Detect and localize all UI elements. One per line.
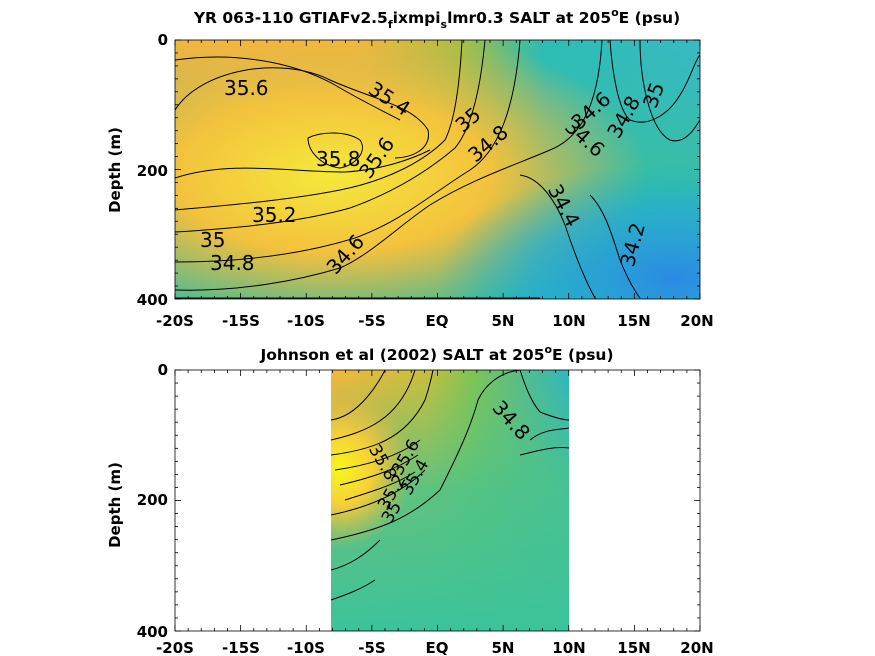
- panel-observed-title: Johnson et al (2002) SALT at 205oE (psu): [259, 343, 613, 364]
- xtick-label: -15S: [222, 639, 260, 656]
- panel-observed-contours: [331, 370, 569, 601]
- ytick-label: 200: [137, 491, 168, 509]
- xtick-label: 15N: [617, 639, 650, 656]
- xtick-label: -10S: [287, 639, 325, 656]
- xtick-label: -5S: [358, 639, 385, 656]
- xtick-label: EQ: [426, 312, 449, 330]
- xtick-label: -15S: [222, 312, 260, 330]
- ytick-label: 0: [158, 31, 168, 49]
- panel-observed-ylabel: Depth (m): [106, 462, 124, 548]
- xtick-label: -10S: [287, 312, 325, 330]
- panel-model-field: [175, 40, 700, 299]
- ytick-label: 0: [158, 361, 168, 379]
- ytick-label: 200: [137, 162, 168, 180]
- contour-label: 35: [200, 228, 225, 252]
- xtick-label: EQ: [426, 639, 449, 656]
- contour-label: 35.2: [252, 203, 297, 227]
- panel-model-title: YR 063-110 GTIAFv2.5fixmpislmr0.3 SALT a…: [193, 6, 680, 31]
- xtick-label: -5S: [358, 312, 385, 330]
- ytick-label: 400: [137, 623, 168, 641]
- panel-observed: Johnson et al (2002) SALT at 205oE (psu): [106, 343, 714, 656]
- panel-model-ylabel: Depth (m): [106, 127, 124, 213]
- panel-observed-yaxis: Depth (m) 0 200 400: [106, 361, 168, 641]
- panel-observed-xaxis: -20S -15S -10S -5S EQ 5N 10N 15N 20N: [156, 639, 714, 656]
- panel-model-yaxis: Depth (m) 0 200 400: [106, 31, 168, 309]
- xtick-label: 5N: [492, 639, 515, 656]
- xtick-label: 15N: [617, 312, 650, 330]
- panel-observed-tickmarks: [174, 369, 701, 632]
- xtick-label: 20N: [680, 639, 713, 656]
- xtick-label: 5N: [492, 312, 515, 330]
- contour-label: 34.8: [210, 251, 255, 275]
- ytick-label: 400: [137, 291, 168, 309]
- panel-model-contours: [175, 40, 700, 299]
- panel-observed-field: [331, 370, 569, 631]
- xtick-label: -20S: [156, 639, 194, 656]
- contour-label: 35.8: [316, 147, 361, 171]
- xtick-label: -20S: [156, 312, 194, 330]
- contour-label: 35.6: [224, 76, 269, 100]
- panel-model: YR 063-110 GTIAFv2.5fixmpislmr0.3 SALT a…: [106, 6, 714, 330]
- panel-model-xaxis: -20S -15S -10S -5S EQ 5N 10N 15N 20N: [156, 312, 714, 330]
- xtick-label: 20N: [680, 312, 713, 330]
- panel-model-tickmarks: [174, 39, 701, 300]
- xtick-label: 10N: [552, 312, 585, 330]
- xtick-label: 10N: [552, 639, 585, 656]
